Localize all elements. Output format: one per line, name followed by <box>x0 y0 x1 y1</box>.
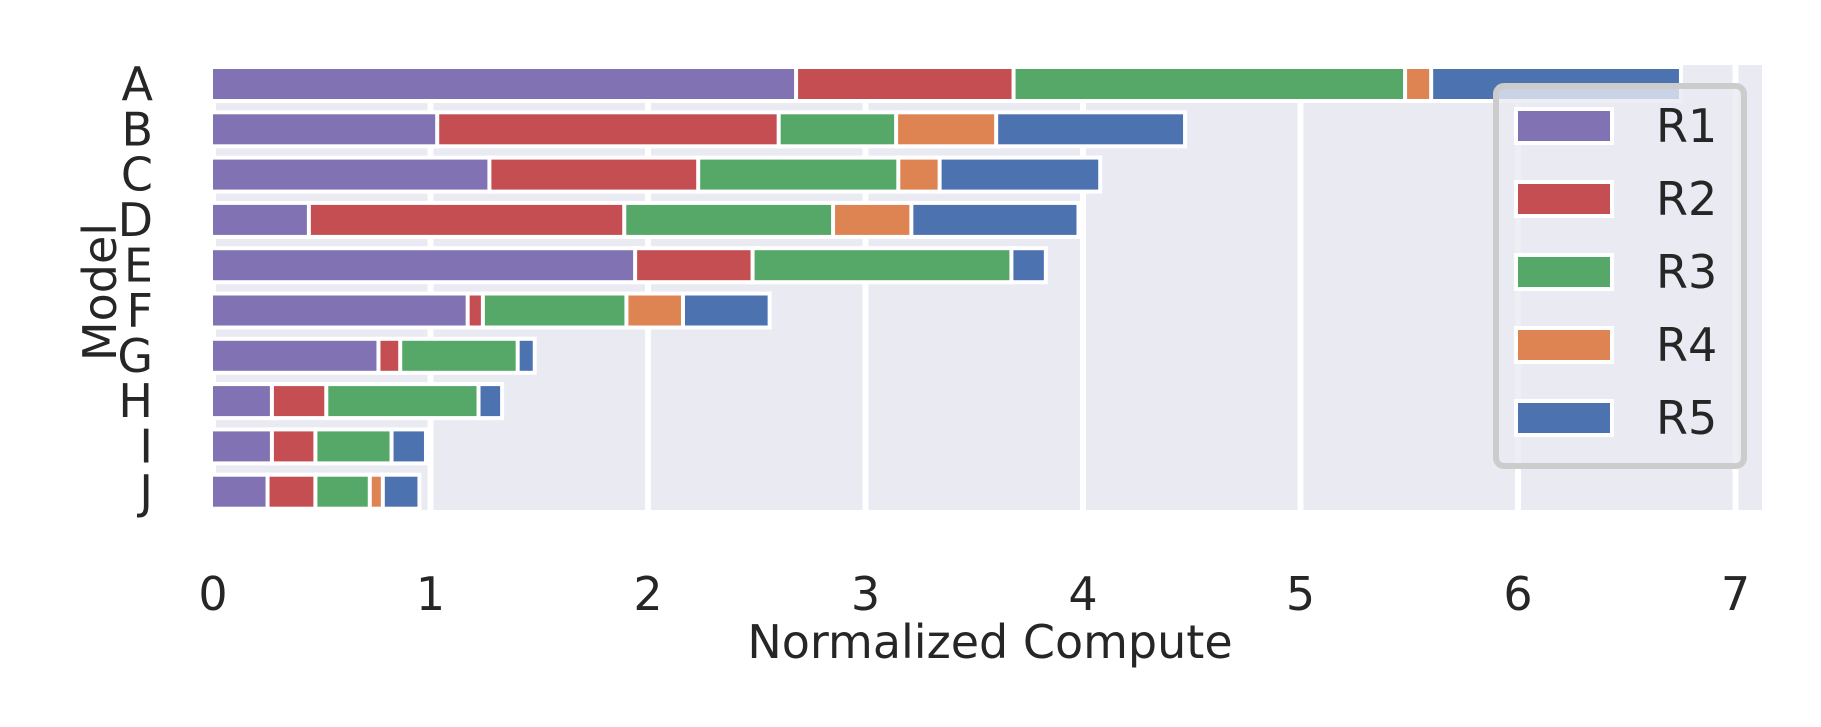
bar-segment <box>209 246 642 285</box>
bars <box>209 65 1683 511</box>
legend-swatch <box>1514 253 1614 291</box>
legend-label: R4 <box>1656 318 1717 372</box>
legend-label: R3 <box>1656 245 1717 299</box>
bar-segment <box>487 155 705 194</box>
legend-swatch <box>1514 180 1614 218</box>
bar-segment <box>269 382 333 421</box>
bar-segment <box>831 200 918 239</box>
y-tick-label: D <box>118 193 153 247</box>
x-tick-label: 3 <box>851 567 880 621</box>
x-tick-label: 2 <box>633 567 662 621</box>
bar-segment <box>209 110 444 149</box>
x-tick-labels: 0 1 2 3 4 5 6 7 <box>198 567 1750 621</box>
x-tick-label: 7 <box>1721 567 1750 621</box>
bar-segment <box>624 291 689 330</box>
bar-segment <box>680 291 772 330</box>
x-axis-label: Normalized Compute <box>747 615 1232 669</box>
bar-segment <box>209 382 278 421</box>
legend: R1 R2 R3 R4 R5 <box>1493 83 1747 469</box>
y-tick-label: G <box>117 329 153 383</box>
y-tick-label: E <box>124 238 153 292</box>
bar-segment <box>1009 246 1048 285</box>
bar-segment <box>398 336 524 375</box>
bar-segment <box>209 427 278 466</box>
bar-segment <box>894 110 1003 149</box>
bar-segment <box>313 472 376 511</box>
bar-segment <box>209 472 274 511</box>
x-tick-label: 4 <box>1068 567 1097 621</box>
bar-segment <box>794 65 1020 103</box>
bar-segment <box>515 336 537 375</box>
legend-swatch <box>1514 399 1614 437</box>
y-tick-label: A <box>122 57 154 111</box>
bar-segment <box>776 110 903 149</box>
bar-segment <box>265 472 322 511</box>
legend-swatch <box>1514 326 1614 364</box>
bar-segment <box>209 155 496 194</box>
legend-label: R2 <box>1656 172 1717 226</box>
bar-segment <box>696 155 905 194</box>
bar-segment <box>750 246 1018 285</box>
x-tick-label: 6 <box>1503 567 1532 621</box>
bar-segment <box>269 427 322 466</box>
bar-segment <box>480 291 633 330</box>
bar-segment <box>380 472 422 511</box>
y-tick-label: C <box>121 148 153 202</box>
legend-label: R1 <box>1656 99 1717 153</box>
y-tick-label: H <box>118 374 153 428</box>
bar-segment <box>622 200 840 239</box>
bar-segment <box>937 155 1103 194</box>
bar-segment <box>209 336 385 375</box>
y-tick-label: F <box>127 284 153 338</box>
legend-label: R5 <box>1656 391 1717 445</box>
bar-segment <box>633 246 759 285</box>
bar-segment <box>324 382 485 421</box>
bar-segment <box>313 427 398 466</box>
bar-segment <box>1011 65 1412 103</box>
x-tick-label: 1 <box>416 567 445 621</box>
y-tick-label: J <box>136 465 153 519</box>
bar-segment <box>435 110 785 149</box>
legend-swatch <box>1514 107 1614 145</box>
x-tick-label: 5 <box>1286 567 1315 621</box>
bar-segment <box>994 110 1188 149</box>
bar-segment <box>209 291 474 330</box>
bar-segment <box>209 65 803 103</box>
bar-segment <box>306 200 631 239</box>
bar-segment <box>389 427 428 466</box>
y-tick-label: I <box>139 420 153 474</box>
bar-segment <box>476 382 505 421</box>
y-axis-label: Model <box>73 223 127 361</box>
bar-segment <box>896 155 946 194</box>
bar-segment <box>909 200 1081 239</box>
y-tick-label: B <box>121 102 153 156</box>
bar-segment <box>209 200 315 239</box>
x-tick-label: 0 <box>198 567 227 621</box>
